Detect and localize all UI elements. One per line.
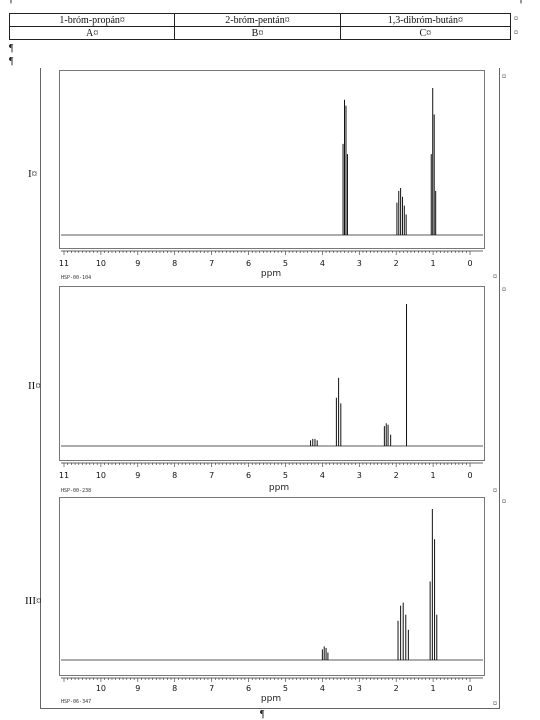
tick-label: 3 <box>357 259 362 268</box>
compound-letter-a: A¤ <box>8 26 176 40</box>
tick-label: 7 <box>209 471 214 480</box>
row-end-mark-2: ¤ <box>514 28 518 37</box>
spectrum-frame <box>59 70 485 249</box>
tick-label: 9 <box>135 684 140 693</box>
cell-mark-i: ¤ <box>502 72 506 81</box>
tick-label: 9 <box>135 259 140 268</box>
tick-label: 8 <box>172 684 177 693</box>
tick-label: 4 <box>320 684 325 693</box>
tick-label: 0 <box>467 259 472 268</box>
axis-group: 11 10 9 8 7 6 5 4 3 2 1 0 <box>59 462 483 480</box>
peaks-group <box>61 88 483 236</box>
tick-label: 3 <box>357 684 362 693</box>
tick-label: 10 <box>96 471 106 480</box>
tick-label: 2 <box>394 471 399 480</box>
tick-label: 0 <box>467 684 472 693</box>
axis-group: 11 10 9 8 7 6 5 4 3 2 1 0 <box>59 250 483 268</box>
spectra-table-frame <box>40 68 500 709</box>
tick-label: 6 <box>246 684 251 693</box>
nmr-spectrum-iii-svg: 10 9 8 7 6 5 4 3 2 1 0 HSP-06-347 ppm <box>59 497 485 705</box>
tick-label: 6 <box>246 259 251 268</box>
spectrum-label-ii: II¤ <box>28 380 41 392</box>
spectrum-frame <box>59 286 485 461</box>
spectrum-code: HSP-06-347 <box>61 699 91 705</box>
tick-label: 7 <box>209 684 214 693</box>
paragraph-mark-bottom: ¶ <box>260 709 265 720</box>
tick-label: 10 <box>96 684 106 693</box>
tick-label: 8 <box>172 259 177 268</box>
nmr-spectrum-ii-svg: 11 10 9 8 7 6 5 4 3 2 1 0 HSP-00-238 ppm <box>59 286 485 494</box>
spectrum-code: HSP-00-238 <box>61 488 91 494</box>
tick-label: 4 <box>320 471 325 480</box>
cell-mark-ii: ¤ <box>502 285 506 294</box>
spectrum-label-i: I¤ <box>28 168 38 180</box>
tick-label: 5 <box>283 259 288 268</box>
cell-mark-iii: ¤ <box>502 497 506 506</box>
paragraph-mark-top-left: ¶ <box>8 0 13 5</box>
cell-mark-ii-end: ¤ <box>493 486 497 495</box>
tick-label: 5 <box>283 684 288 693</box>
compound-letters-row: A¤ B¤ C¤ <box>8 26 512 40</box>
x-axis-label: ppm <box>261 269 281 279</box>
tick-label: 7 <box>209 259 214 268</box>
compound-name-1: 1-bróm-propán¤ <box>8 13 176 27</box>
nmr-spectrum-iii: 10 9 8 7 6 5 4 3 2 1 0 HSP-06-347 ppm <box>59 497 487 709</box>
peaks-group <box>61 304 483 447</box>
compound-names-row: 1-bróm-propán¤ 2-bróm-pentán¤ 1,3-dibróm… <box>8 13 512 27</box>
paragraph-mark-2: ¶ <box>9 56 14 67</box>
x-axis-label: ppm <box>261 694 281 704</box>
spectrum-code: HSP-00-104 <box>61 275 91 281</box>
spectrum-frame <box>59 497 485 676</box>
compound-letter-c: C¤ <box>339 26 512 40</box>
cell-mark-iii-end: ¤ <box>493 699 497 708</box>
compound-name-3: 1,3-dibróm-bután¤ <box>339 13 512 27</box>
tick-label: 8 <box>172 471 177 480</box>
axis-group: 10 9 8 7 6 5 4 3 2 1 0 <box>61 677 483 693</box>
compound-name-2: 2-bróm-pentán¤ <box>174 13 341 27</box>
paragraph-mark-1: ¶ <box>9 43 14 54</box>
nmr-spectrum-i: 11 10 9 8 7 6 5 4 3 2 1 0 HSP-00-104 ppm <box>59 70 487 288</box>
tick-label: 6 <box>246 471 251 480</box>
tick-label: 2 <box>394 684 399 693</box>
tick-label: 11 <box>59 259 69 268</box>
x-axis-label: ppm <box>269 483 289 493</box>
row-end-mark-1: ¤ <box>514 14 518 23</box>
tick-label: 2 <box>394 259 399 268</box>
tick-label: 11 <box>59 471 69 480</box>
tick-label: 3 <box>357 471 362 480</box>
tick-label: 0 <box>467 471 472 480</box>
nmr-spectrum-i-svg: 11 10 9 8 7 6 5 4 3 2 1 0 HSP-00-104 ppm <box>59 70 485 281</box>
tick-label: 4 <box>320 259 325 268</box>
peaks-group <box>61 509 483 661</box>
tick-label: 9 <box>135 471 140 480</box>
cell-mark-i-end: ¤ <box>493 272 497 281</box>
tick-label: 5 <box>283 471 288 480</box>
compound-letter-b: B¤ <box>174 26 341 40</box>
nmr-spectrum-ii: 11 10 9 8 7 6 5 4 3 2 1 0 HSP-00-238 ppm <box>59 286 487 498</box>
tick-label: 1 <box>431 259 436 268</box>
spectrum-label-iii: III¤ <box>25 595 42 607</box>
top-cut-line: ¶ ¶ <box>0 0 540 5</box>
tick-label: 1 <box>431 471 436 480</box>
tick-label: 10 <box>96 259 106 268</box>
paragraph-mark-top-right: ¶ <box>518 0 523 5</box>
tick-label: 1 <box>431 684 436 693</box>
compound-table: 1-bróm-propán¤ 2-bróm-pentán¤ 1,3-dibróm… <box>8 13 512 40</box>
